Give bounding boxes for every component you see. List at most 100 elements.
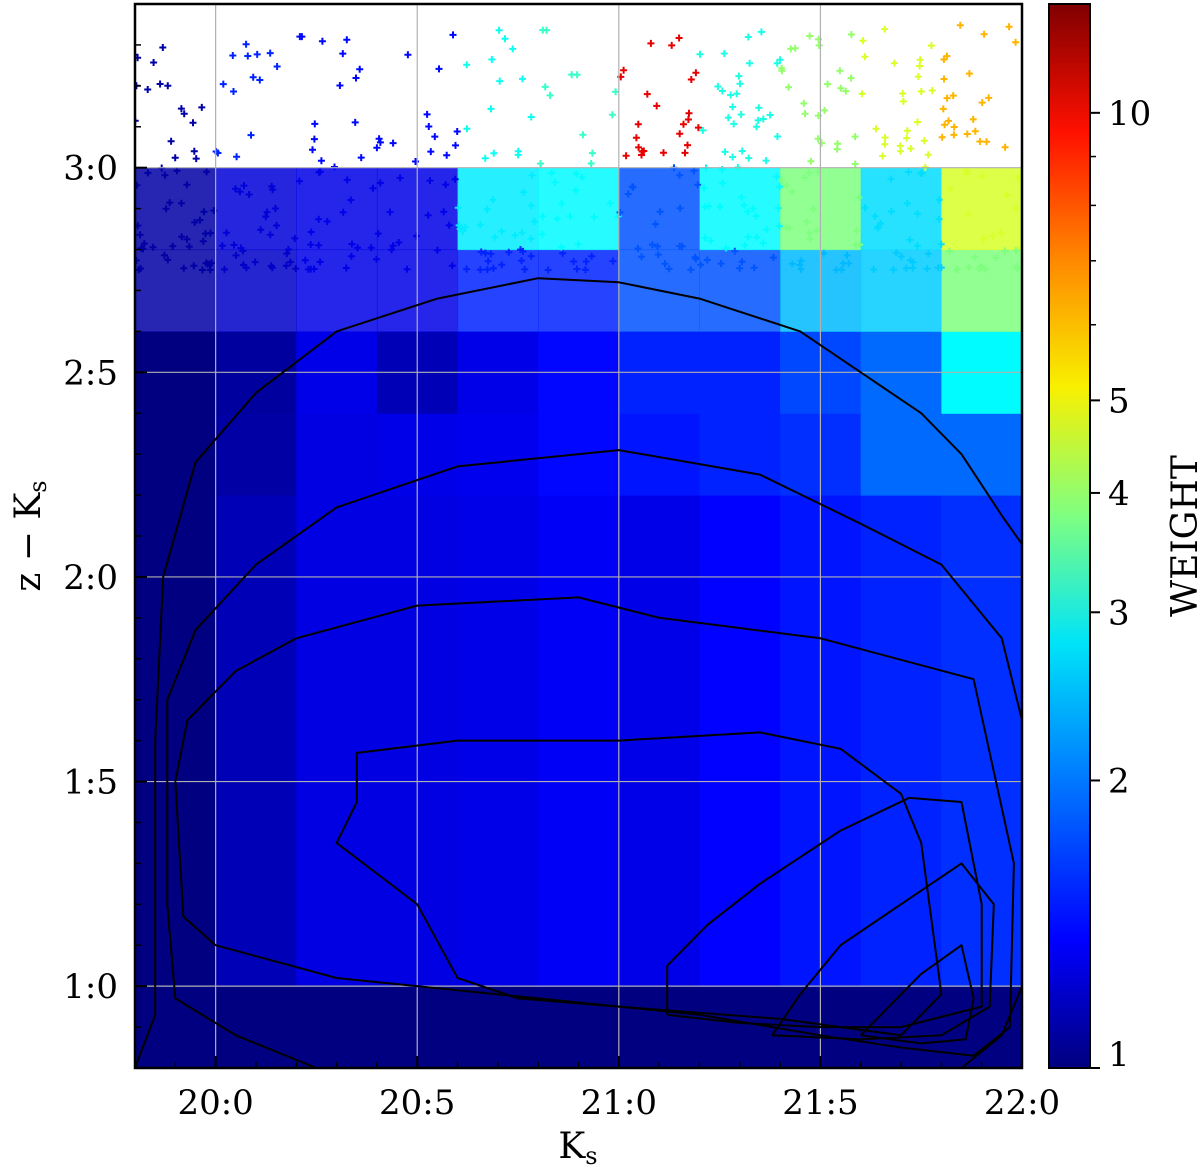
sparse-point-marker — [681, 149, 689, 157]
sparse-point-marker — [714, 83, 722, 90]
heatmap-cell — [618, 986, 700, 1068]
sparse-point-marker — [541, 83, 549, 91]
sparse-point-marker — [656, 208, 664, 216]
sparse-point-marker — [342, 264, 350, 272]
sparse-point-marker — [431, 133, 439, 141]
sparse-point-marker — [573, 265, 581, 273]
sparse-point-marker — [558, 243, 566, 251]
colorbar-label: WEIGHT — [1165, 455, 1200, 617]
sparse-point-marker — [316, 258, 324, 266]
sparse-point-marker — [975, 265, 983, 273]
sparse-point-marker — [498, 227, 506, 235]
sparse-point-marker — [750, 264, 758, 272]
sparse-point-marker — [527, 235, 535, 243]
sparse-point-marker — [842, 87, 850, 95]
sparse-point-marker — [745, 154, 753, 162]
sparse-point-marker — [1012, 38, 1020, 46]
sparse-point-marker — [559, 249, 567, 257]
sparse-point-marker — [833, 145, 841, 153]
sparse-point-marker — [1013, 265, 1021, 273]
sparse-point-marker — [425, 123, 433, 130]
sparse-point-marker — [913, 242, 921, 250]
y-tick-label: 2:5 — [63, 353, 118, 393]
sparse-point-marker — [903, 199, 911, 207]
sparse-point-marker — [861, 53, 869, 61]
sparse-point-marker — [413, 232, 420, 240]
sparse-point-marker — [511, 231, 519, 239]
sparse-point-marker — [180, 110, 188, 118]
sparse-point-marker — [307, 228, 315, 236]
sparse-point-marker — [292, 265, 300, 273]
sparse-point-marker — [654, 251, 662, 259]
sparse-point-marker — [738, 193, 746, 201]
sparse-point-marker — [266, 231, 274, 239]
sparse-point-marker — [691, 253, 699, 261]
contour-line — [666, 796, 983, 1029]
sparse-point-marker — [183, 235, 191, 243]
sparse-point-marker — [887, 208, 895, 215]
sparse-point-marker — [687, 266, 695, 274]
sparse-point-marker — [940, 75, 948, 83]
sparse-point-marker — [440, 208, 448, 216]
sparse-point-marker — [806, 32, 814, 40]
sparse-point-marker — [247, 131, 255, 139]
sparse-point-marker — [537, 160, 544, 168]
sparse-point-marker — [654, 242, 661, 250]
sparse-point-marker — [851, 133, 859, 141]
sparse-point-marker — [171, 154, 179, 162]
sparse-point-marker — [754, 116, 762, 124]
sparse-point-marker — [517, 246, 524, 254]
sparse-point-marker — [648, 241, 656, 249]
sparse-point-marker — [232, 251, 240, 259]
sparse-point-marker — [389, 139, 397, 147]
sparse-point-marker — [396, 174, 404, 182]
heatmap-cell — [941, 249, 1022, 332]
sparse-point-marker — [315, 241, 323, 249]
sparse-point-marker — [938, 133, 946, 141]
sparse-point-marker — [231, 185, 239, 193]
sparse-point-marker — [295, 177, 303, 185]
colorbar-tick-label: 5 — [1108, 381, 1130, 421]
sparse-point-marker — [851, 160, 859, 168]
sparse-point-marker — [653, 102, 661, 110]
sparse-point-marker — [369, 184, 377, 192]
sparse-point-marker — [283, 250, 291, 258]
sparse-point-marker — [296, 33, 304, 41]
sparse-point-marker — [451, 175, 459, 183]
sparse-point-marker — [240, 182, 248, 190]
sparse-point-marker — [852, 241, 860, 249]
sparse-point-marker — [853, 227, 861, 235]
sparse-point-marker — [206, 260, 214, 268]
sparse-point-marker — [518, 229, 526, 237]
sparse-point-marker — [643, 90, 651, 98]
sparse-point-marker — [424, 211, 432, 219]
sparse-point-marker — [386, 208, 394, 216]
sparse-point-marker — [757, 28, 765, 36]
sparse-point-marker — [803, 218, 811, 226]
heatmap-cell — [618, 413, 700, 496]
sparse-point-marker — [449, 31, 457, 39]
sparse-point-marker — [762, 157, 770, 165]
sparse-point-marker — [909, 264, 917, 272]
sparse-point-marker — [810, 205, 817, 213]
sparse-point-marker — [769, 254, 777, 262]
sparse-point-marker — [928, 87, 936, 94]
sparse-point-marker — [178, 233, 186, 241]
heatmap-cell — [215, 413, 297, 496]
sparse-point-markers — [135, 21, 1022, 274]
contour-line — [166, 449, 1022, 1068]
sparse-point-marker — [941, 121, 949, 129]
sparse-point-marker — [635, 143, 643, 151]
sparse-point-marker — [871, 212, 879, 220]
sparse-point-marker — [566, 212, 574, 220]
plot-area — [133, 2, 1024, 1070]
sparse-point-marker — [263, 208, 271, 216]
sparse-point-marker — [199, 237, 207, 245]
sparse-point-marker — [1003, 191, 1011, 199]
sparse-point-marker — [832, 266, 840, 274]
heatmap-cell — [860, 167, 942, 251]
sparse-point-marker — [505, 248, 513, 256]
sparse-point-marker — [694, 124, 702, 132]
sparse-point-marker — [881, 25, 889, 33]
contour-line — [859, 944, 975, 1045]
